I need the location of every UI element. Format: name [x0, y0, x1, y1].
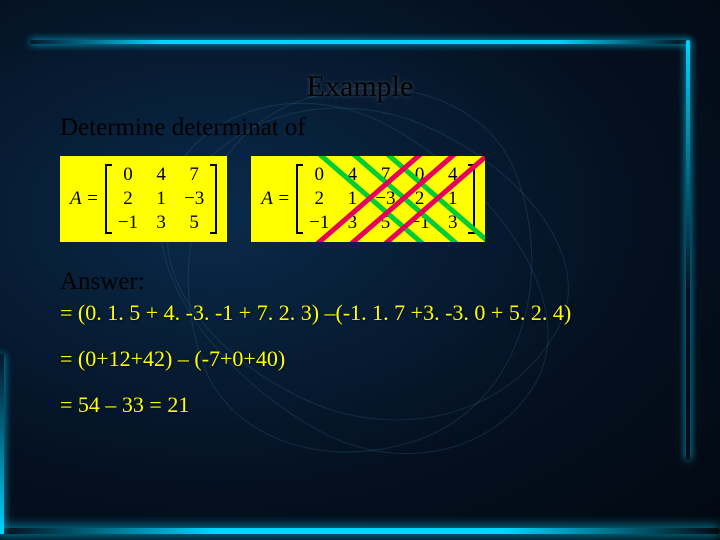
matrix-cell: 2: [410, 188, 430, 210]
matrix-cell: 4: [152, 164, 170, 186]
matrix-lhs: A =: [70, 188, 99, 210]
matrix-cell: −3: [184, 188, 204, 210]
answer-line: = (0+12+42) – (-7+0+40): [60, 346, 660, 372]
bracket-right-icon: [468, 164, 475, 234]
matrix-cell: 0: [309, 164, 329, 186]
slide-content: Example Determine determinat of A = 0 4 …: [0, 0, 720, 418]
matrix-cell: 4: [343, 164, 361, 186]
decor-streak-bottom: [0, 528, 720, 534]
matrix-grid: 0 4 7 2 1 −3 −1 3 5: [118, 164, 204, 234]
matrix-cell: 3: [444, 212, 462, 234]
matrix-cell: 7: [375, 164, 395, 186]
bracket-left-icon: [296, 164, 303, 234]
matrix-cell: 7: [184, 164, 204, 186]
matrix-cell: 0: [118, 164, 138, 186]
matrix-cell: 2: [309, 188, 329, 210]
matrix-cell: 2: [118, 188, 138, 210]
bracket-right-icon: [210, 164, 217, 234]
matrix-cell: −3: [375, 188, 395, 210]
bracket-left-icon: [105, 164, 112, 234]
matrix-cell: 3: [152, 212, 170, 234]
answer-block: Answer: = (0. 1. 5 + 4. -3. -1 + 7. 2. 3…: [60, 268, 660, 418]
matrix-cell: 1: [444, 188, 462, 210]
matrix-cell: 5: [184, 212, 204, 234]
matrix-left: A = 0 4 7 2 1 −3 −1 3 5: [60, 156, 227, 242]
answer-line: = 54 – 33 = 21: [60, 392, 660, 418]
matrix-lhs: A =: [261, 188, 290, 210]
matrix-cell: 1: [152, 188, 170, 210]
matrix-right: A = 0 4 7 0 4 2 1 −3 2 1 −1 3 5 −1 3: [251, 156, 485, 242]
matrix-cell: 4: [444, 164, 462, 186]
matrix-cell: 1: [343, 188, 361, 210]
answer-label: Answer:: [60, 268, 660, 296]
slide-subtitle: Determine determinat of: [60, 114, 660, 142]
matrix-cell: −1: [410, 212, 430, 234]
matrix-row: A = 0 4 7 2 1 −3 −1 3 5 A = 0 4 7 0: [60, 156, 660, 242]
matrix-cell: −1: [118, 212, 138, 234]
slide-title: Example: [60, 70, 660, 104]
matrix-cell: 3: [343, 212, 361, 234]
matrix-cell: 0: [410, 164, 430, 186]
matrix-cell: −1: [309, 212, 329, 234]
matrix-cell: 5: [375, 212, 395, 234]
matrix-grid: 0 4 7 0 4 2 1 −3 2 1 −1 3 5 −1 3: [309, 164, 462, 234]
answer-line: = (0. 1. 5 + 4. -3. -1 + 7. 2. 3) –(-1. …: [60, 300, 660, 326]
